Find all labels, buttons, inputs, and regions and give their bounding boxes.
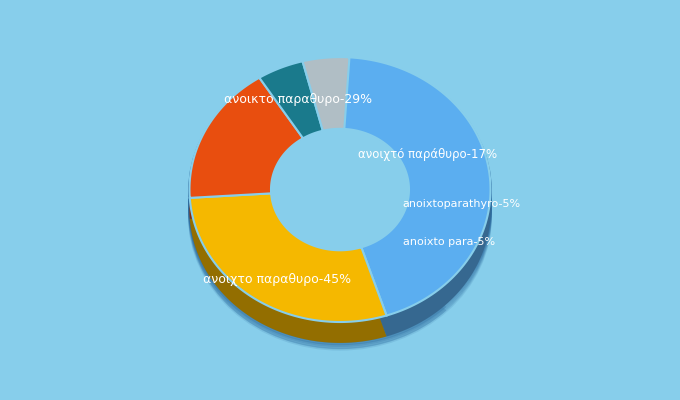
Polygon shape: [303, 57, 350, 131]
Polygon shape: [190, 79, 447, 342]
Polygon shape: [190, 86, 447, 349]
Polygon shape: [340, 57, 490, 316]
Polygon shape: [190, 62, 447, 326]
Ellipse shape: [271, 139, 409, 261]
Polygon shape: [340, 78, 490, 336]
Polygon shape: [190, 99, 303, 219]
Polygon shape: [190, 82, 447, 346]
Polygon shape: [303, 78, 350, 152]
Polygon shape: [190, 193, 386, 322]
Text: ανοιχτο παραθυρο-45%: ανοιχτο παραθυρο-45%: [203, 273, 352, 286]
Ellipse shape: [271, 129, 409, 250]
Text: anoixto para-5%: anoixto para-5%: [403, 237, 495, 247]
Text: ανοικτο παραθυρο-29%: ανοικτο παραθυρο-29%: [224, 93, 372, 106]
Text: anoixtoparathyro-5%: anoixtoparathyro-5%: [402, 199, 520, 209]
Polygon shape: [190, 214, 386, 343]
Polygon shape: [190, 66, 447, 329]
Polygon shape: [190, 76, 447, 339]
Polygon shape: [190, 72, 447, 336]
Polygon shape: [259, 61, 323, 138]
Polygon shape: [190, 69, 447, 332]
Polygon shape: [190, 78, 303, 198]
Polygon shape: [259, 82, 323, 159]
Text: ανοιχτό παράθυρο-17%: ανοιχτό παράθυρο-17%: [358, 148, 497, 160]
